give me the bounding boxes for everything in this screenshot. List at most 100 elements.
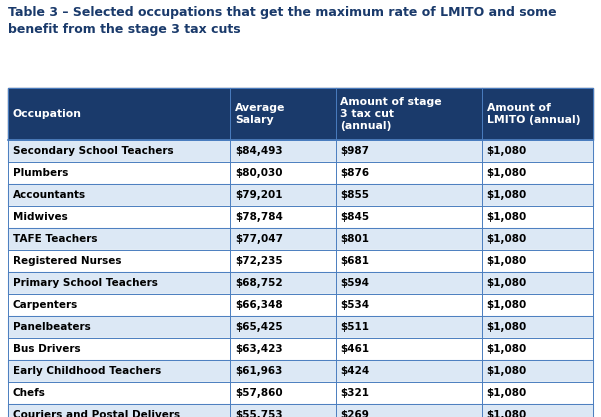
Text: $68,752: $68,752	[235, 278, 282, 288]
Text: $1,080: $1,080	[487, 234, 527, 244]
Bar	[482, 206, 593, 228]
Text: Average
Salary: Average Salary	[235, 103, 285, 125]
Text: Plumbers: Plumbers	[13, 168, 68, 178]
Bar	[482, 316, 593, 338]
Bar	[335, 206, 482, 228]
Text: $1,080: $1,080	[487, 190, 527, 200]
Text: $65,425: $65,425	[235, 322, 282, 332]
Text: Primary School Teachers: Primary School Teachers	[13, 278, 157, 288]
Text: Amount of stage
3 tax cut
(annual): Amount of stage 3 tax cut (annual)	[340, 97, 442, 131]
Bar	[8, 316, 230, 338]
Bar	[8, 162, 230, 184]
Text: $269: $269	[340, 410, 369, 417]
Text: Bus Drivers: Bus Drivers	[13, 344, 81, 354]
Bar	[8, 360, 230, 382]
Text: $1,080: $1,080	[487, 256, 527, 266]
Bar	[230, 338, 335, 360]
Text: Amount of
LMITO (annual): Amount of LMITO (annual)	[487, 103, 580, 125]
Bar	[335, 360, 482, 382]
Text: $1,080: $1,080	[487, 212, 527, 222]
Bar	[230, 162, 335, 184]
Text: Midwives: Midwives	[13, 212, 67, 222]
Bar	[230, 360, 335, 382]
Bar	[482, 228, 593, 250]
Text: $63,423: $63,423	[235, 344, 282, 354]
Bar	[482, 184, 593, 206]
Text: $321: $321	[340, 388, 370, 398]
Text: $461: $461	[340, 344, 370, 354]
Bar	[335, 338, 482, 360]
Text: $1,080: $1,080	[487, 388, 527, 398]
Bar	[8, 404, 230, 417]
Text: Accountants: Accountants	[13, 190, 86, 200]
Bar	[482, 338, 593, 360]
Bar	[335, 140, 482, 162]
Text: $66,348: $66,348	[235, 300, 282, 310]
Text: $845: $845	[340, 212, 370, 222]
Bar	[8, 250, 230, 272]
Bar	[482, 272, 593, 294]
Bar	[8, 206, 230, 228]
Bar	[230, 382, 335, 404]
Bar	[482, 360, 593, 382]
Text: $61,963: $61,963	[235, 366, 282, 376]
Bar	[230, 206, 335, 228]
Bar	[8, 338, 230, 360]
Text: Chefs: Chefs	[13, 388, 46, 398]
Text: $84,493: $84,493	[235, 146, 282, 156]
Bar	[8, 382, 230, 404]
Bar	[230, 228, 335, 250]
Text: $1,080: $1,080	[487, 278, 527, 288]
Bar	[335, 316, 482, 338]
Text: Registered Nurses: Registered Nurses	[13, 256, 121, 266]
Text: $424: $424	[340, 366, 370, 376]
Text: $57,860: $57,860	[235, 388, 282, 398]
Text: Early Childhood Teachers: Early Childhood Teachers	[13, 366, 161, 376]
Bar	[230, 294, 335, 316]
Text: $77,047: $77,047	[235, 234, 283, 244]
Bar	[335, 272, 482, 294]
Bar	[335, 294, 482, 316]
Text: Carpenters: Carpenters	[13, 300, 78, 310]
Text: $79,201: $79,201	[235, 190, 282, 200]
Bar	[335, 228, 482, 250]
Bar	[335, 382, 482, 404]
Bar	[8, 294, 230, 316]
Bar	[8, 272, 230, 294]
Text: TAFE Teachers: TAFE Teachers	[13, 234, 97, 244]
Text: $1,080: $1,080	[487, 322, 527, 332]
Text: $1,080: $1,080	[487, 146, 527, 156]
Text: $534: $534	[340, 300, 370, 310]
Bar	[482, 250, 593, 272]
Text: $1,080: $1,080	[487, 366, 527, 376]
Text: $1,080: $1,080	[487, 300, 527, 310]
Bar	[230, 404, 335, 417]
Bar	[482, 162, 593, 184]
Text: Occupation: Occupation	[13, 109, 82, 119]
Bar	[482, 404, 593, 417]
Bar	[482, 294, 593, 316]
Text: $1,080: $1,080	[487, 410, 527, 417]
Text: $876: $876	[340, 168, 370, 178]
Bar	[335, 404, 482, 417]
Text: $1,080: $1,080	[487, 168, 527, 178]
Text: $855: $855	[340, 190, 370, 200]
Bar	[230, 250, 335, 272]
Bar	[230, 316, 335, 338]
Text: Table 3 – Selected occupations that get the maximum rate of LMITO and some
benef: Table 3 – Selected occupations that get …	[8, 6, 557, 35]
Text: $681: $681	[340, 256, 370, 266]
Text: $987: $987	[340, 146, 370, 156]
Text: Couriers and Postal Delivers: Couriers and Postal Delivers	[13, 410, 180, 417]
Text: $511: $511	[340, 322, 370, 332]
Bar	[230, 184, 335, 206]
Text: Secondary School Teachers: Secondary School Teachers	[13, 146, 174, 156]
Text: Panelbeaters: Panelbeaters	[13, 322, 91, 332]
Bar	[335, 162, 482, 184]
Text: $72,235: $72,235	[235, 256, 282, 266]
Text: $1,080: $1,080	[487, 344, 527, 354]
Text: $80,030: $80,030	[235, 168, 282, 178]
Text: $594: $594	[340, 278, 370, 288]
Bar	[482, 140, 593, 162]
Bar	[8, 184, 230, 206]
Bar	[482, 382, 593, 404]
